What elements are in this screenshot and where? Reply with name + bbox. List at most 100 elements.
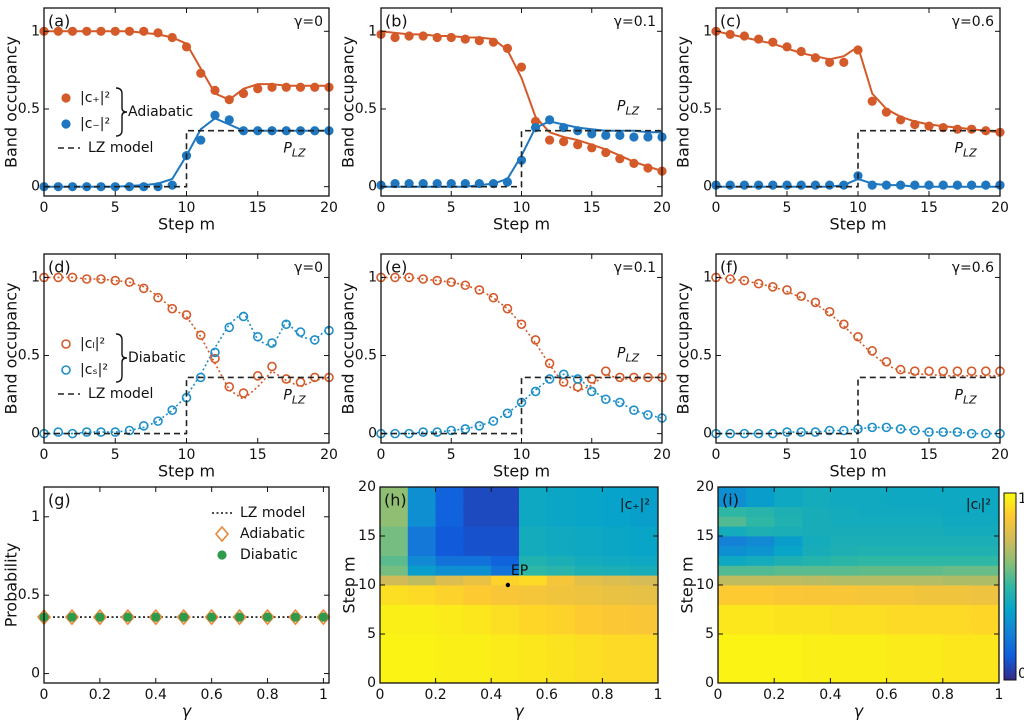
heat-cell <box>519 487 548 498</box>
open-marker <box>586 386 597 397</box>
diamond-marker <box>176 608 191 626</box>
y-tick-label: 0 <box>368 426 377 442</box>
panel-annotation: γ=0 <box>294 260 323 276</box>
heat-cell <box>802 643 831 654</box>
heat-cell <box>546 516 575 527</box>
legend-brace <box>115 87 128 137</box>
dot-marker <box>262 612 273 622</box>
legend-label: LZ model <box>240 505 305 521</box>
heat-cell <box>802 536 831 547</box>
open-marker <box>252 331 263 342</box>
heat-cell <box>830 487 859 498</box>
heat-cell <box>718 604 747 615</box>
heat-cell <box>746 506 775 517</box>
heat-cell <box>830 614 859 625</box>
plz-sub: LZ <box>963 147 977 160</box>
heat-cell <box>830 594 859 605</box>
series-line <box>381 276 662 393</box>
dot-marker <box>810 180 821 190</box>
dot-marker <box>432 32 442 43</box>
heat-cell <box>546 663 575 674</box>
y-tick-label: 1 <box>31 509 40 525</box>
y-axis-label: Band occupancy <box>339 36 358 168</box>
heat-cell <box>802 516 831 527</box>
open-marker <box>867 346 878 356</box>
x-tick-label: 0 <box>712 200 721 216</box>
heat-cell <box>519 506 548 517</box>
heat-cell <box>491 663 520 674</box>
dot-marker <box>418 31 428 41</box>
heat-cell <box>435 594 464 605</box>
heat-cell <box>858 545 887 556</box>
x-tick-label: 10 <box>849 447 867 463</box>
heat-cell <box>746 526 775 537</box>
heat-cell <box>802 575 831 586</box>
y-tick-label: 0.5 <box>18 348 40 364</box>
open-marker <box>267 338 277 348</box>
dot-marker <box>390 32 400 43</box>
heat-cell <box>942 614 972 625</box>
open-marker <box>753 278 764 289</box>
x-tick-label: 5 <box>783 200 792 216</box>
dot-marker <box>952 124 963 134</box>
heat-cell <box>886 653 916 664</box>
heat-cell <box>435 565 464 576</box>
series-line <box>381 376 662 435</box>
heat-cell <box>718 614 747 625</box>
heat-cell <box>491 555 520 566</box>
heat-cell <box>463 516 492 527</box>
heat-cell <box>380 506 409 517</box>
heat-cell <box>546 653 575 664</box>
heat-cell <box>774 614 803 625</box>
heat-cell <box>546 614 575 625</box>
x-axis-label: γ <box>182 702 193 721</box>
x-tick-label: 15 <box>920 200 938 216</box>
series-line <box>716 129 1000 188</box>
heat-cell <box>491 565 520 576</box>
heat-cell <box>858 555 887 566</box>
open-marker <box>924 366 934 376</box>
series-line <box>716 376 1000 435</box>
heat-cell <box>746 634 775 645</box>
heat-cell <box>519 653 548 664</box>
open-marker <box>767 282 778 292</box>
dot-marker <box>825 57 835 67</box>
heat-cell <box>830 643 859 654</box>
open-marker <box>502 303 513 314</box>
x-tick-label: 15 <box>249 200 267 216</box>
heat-cell <box>970 545 1000 556</box>
heat-cell <box>407 604 436 615</box>
heat-cell <box>630 526 659 537</box>
dot-marker <box>796 180 806 190</box>
heat-cell <box>830 536 859 547</box>
x-tick-label: 10 <box>178 200 196 216</box>
heat-cell <box>858 487 887 498</box>
diamond-marker <box>316 608 331 626</box>
y-tick-label: 15 <box>358 528 376 544</box>
heat-cell <box>602 585 631 596</box>
heat-cell <box>718 487 747 498</box>
heat-cell <box>802 506 831 517</box>
heat-cell <box>914 487 944 498</box>
heat-cell <box>774 506 803 517</box>
x-tick-label: 0.6 <box>536 687 558 703</box>
x-tick-label: 0.4 <box>145 687 167 703</box>
heat-cell <box>970 594 1000 605</box>
heat-cell <box>630 585 659 596</box>
heat-cell <box>463 594 492 605</box>
x-tick-label: 0.8 <box>591 687 613 703</box>
heat-cell <box>774 487 803 498</box>
heat-cell <box>942 516 972 527</box>
heat-cell <box>630 536 659 547</box>
x-axis-label: Step m <box>158 462 215 481</box>
heat-cell <box>802 526 831 537</box>
heat-cell <box>380 604 409 615</box>
heat-cell <box>491 624 520 635</box>
x-tick-label: 0 <box>40 200 49 216</box>
y-tick-label: 0 <box>31 426 40 442</box>
dot-marker <box>196 135 206 145</box>
heat-cell <box>463 506 492 517</box>
heat-cell <box>830 604 859 615</box>
heat-cell <box>546 536 575 547</box>
x-tick-label: 0.6 <box>201 687 223 703</box>
